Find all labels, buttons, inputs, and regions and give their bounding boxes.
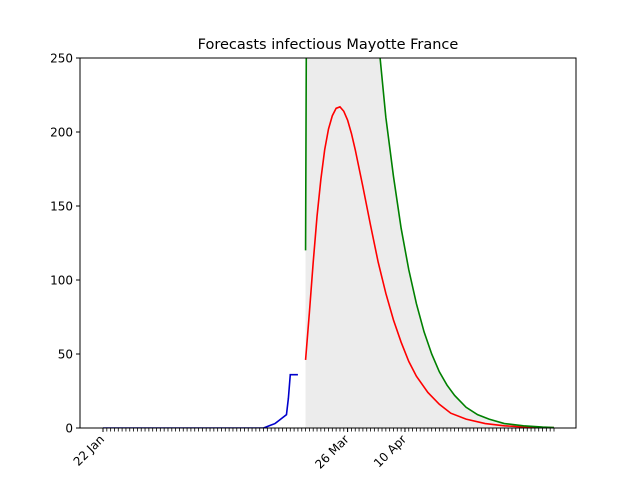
y-tick-label: 50 bbox=[58, 348, 73, 362]
series-line-1 bbox=[304, 105, 555, 428]
confidence-band bbox=[305, 58, 554, 428]
plot-frame bbox=[79, 57, 577, 429]
y-tick-label: 0 bbox=[65, 422, 73, 436]
y-tick-label: 100 bbox=[50, 274, 73, 288]
y-tick-label: 150 bbox=[50, 200, 73, 214]
x-tick-label: 10 Apr bbox=[371, 432, 409, 470]
series-line-0 bbox=[103, 373, 298, 428]
series-line-2 bbox=[304, 58, 555, 428]
x-tick-label: 22 Jan bbox=[71, 432, 107, 468]
y-tick-label: 250 bbox=[50, 52, 73, 66]
chart-title: Forecasts infectious Mayotte France bbox=[198, 37, 459, 53]
x-tick-label: 26 Mar bbox=[312, 432, 351, 471]
y-tick-label: 200 bbox=[50, 126, 73, 140]
